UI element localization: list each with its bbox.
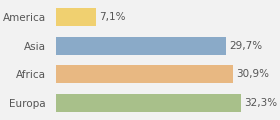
Bar — [56, 8, 96, 26]
Text: 7,1%: 7,1% — [99, 12, 126, 22]
Bar — [56, 65, 233, 83]
Bar — [56, 37, 226, 55]
Bar — [56, 94, 241, 112]
Text: 29,7%: 29,7% — [229, 41, 262, 51]
Text: 32,3%: 32,3% — [244, 98, 277, 108]
Text: 30,9%: 30,9% — [236, 69, 269, 79]
